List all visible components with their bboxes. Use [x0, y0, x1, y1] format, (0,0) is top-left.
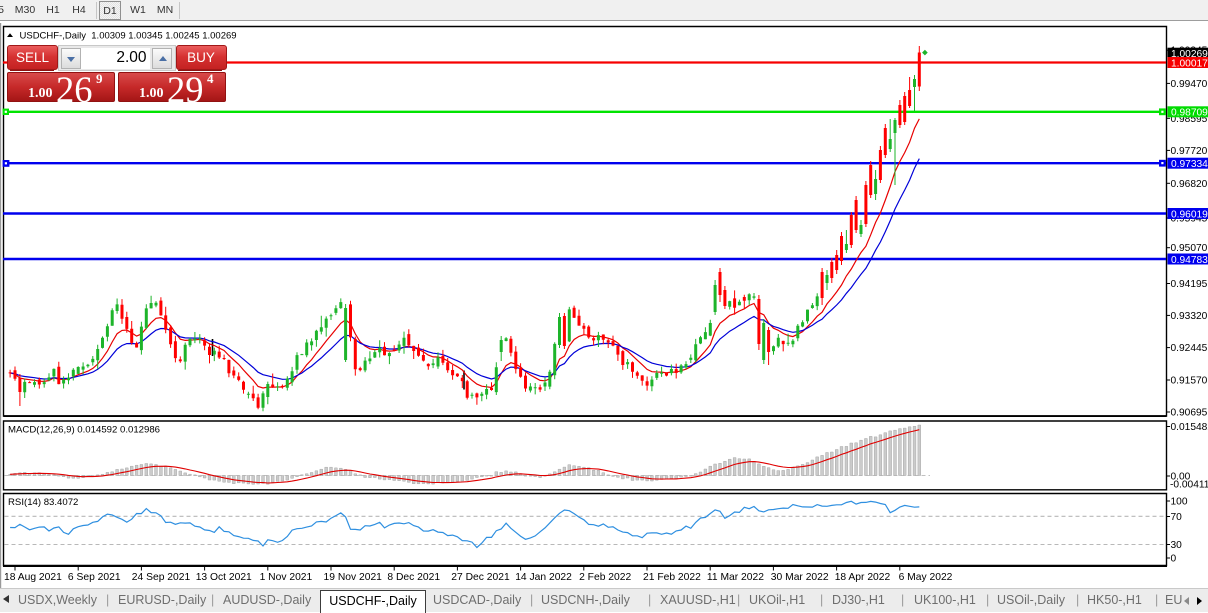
- svg-text:0.99470: 0.99470: [1171, 79, 1208, 90]
- svg-text:0.93320: 0.93320: [1171, 311, 1208, 322]
- svg-text:0.94783: 0.94783: [1171, 255, 1208, 266]
- svg-text:100: 100: [1171, 497, 1188, 508]
- svg-text:0.97334: 0.97334: [1171, 159, 1208, 170]
- svg-text:8 Dec 2021: 8 Dec 2021: [387, 572, 440, 583]
- svg-text:0.96019: 0.96019: [1171, 209, 1208, 220]
- svg-text:0: 0: [1171, 554, 1177, 565]
- svg-text:RSI(14) 83.4072: RSI(14) 83.4072: [8, 497, 78, 508]
- svg-text:24 Sep 2021: 24 Sep 2021: [132, 572, 191, 583]
- svg-text:0.92445: 0.92445: [1171, 343, 1208, 354]
- svg-text:21 Feb 2022: 21 Feb 2022: [643, 572, 701, 583]
- svg-text:30: 30: [1171, 540, 1183, 551]
- svg-text:18 Aug 2021: 18 Aug 2021: [4, 572, 62, 583]
- svg-text:0.97720: 0.97720: [1171, 146, 1208, 157]
- svg-text:18 Apr 2022: 18 Apr 2022: [835, 572, 891, 583]
- svg-text:-0.004117: -0.004117: [1170, 479, 1208, 490]
- svg-text:0.95070: 0.95070: [1171, 243, 1208, 254]
- svg-text:0.94195: 0.94195: [1171, 279, 1208, 290]
- svg-text:USDCHF-,Daily 1.00309 1.00345: USDCHF-,Daily 1.00309 1.00345 1.00245 1.…: [20, 31, 237, 42]
- svg-text:0.90695: 0.90695: [1171, 408, 1208, 419]
- svg-text:19 Nov 2021: 19 Nov 2021: [324, 572, 383, 583]
- svg-text:2 Feb 2022: 2 Feb 2022: [579, 572, 631, 583]
- svg-text:14 Jan 2022: 14 Jan 2022: [515, 572, 572, 583]
- svg-text:0.015482: 0.015482: [1171, 422, 1208, 433]
- svg-text:70: 70: [1171, 512, 1183, 523]
- svg-text:MACD(12,26,9) 0.014592 0.01298: MACD(12,26,9) 0.014592 0.012986: [8, 425, 160, 436]
- svg-text:0.91570: 0.91570: [1171, 376, 1208, 387]
- svg-text:27 Dec 2021: 27 Dec 2021: [451, 572, 510, 583]
- svg-text:11 Mar 2022: 11 Mar 2022: [707, 572, 764, 583]
- svg-text:6 Sep 2021: 6 Sep 2021: [68, 572, 121, 583]
- svg-text:1 Nov 2021: 1 Nov 2021: [260, 572, 313, 583]
- svg-text:1.00017: 1.00017: [1171, 58, 1208, 69]
- svg-text:0.98709: 0.98709: [1171, 108, 1208, 119]
- svg-text:30 Mar 2022: 30 Mar 2022: [771, 572, 829, 583]
- svg-text:0.96820: 0.96820: [1171, 179, 1208, 190]
- svg-text:13 Oct 2021: 13 Oct 2021: [196, 572, 252, 583]
- svg-text:6 May 2022: 6 May 2022: [899, 572, 953, 583]
